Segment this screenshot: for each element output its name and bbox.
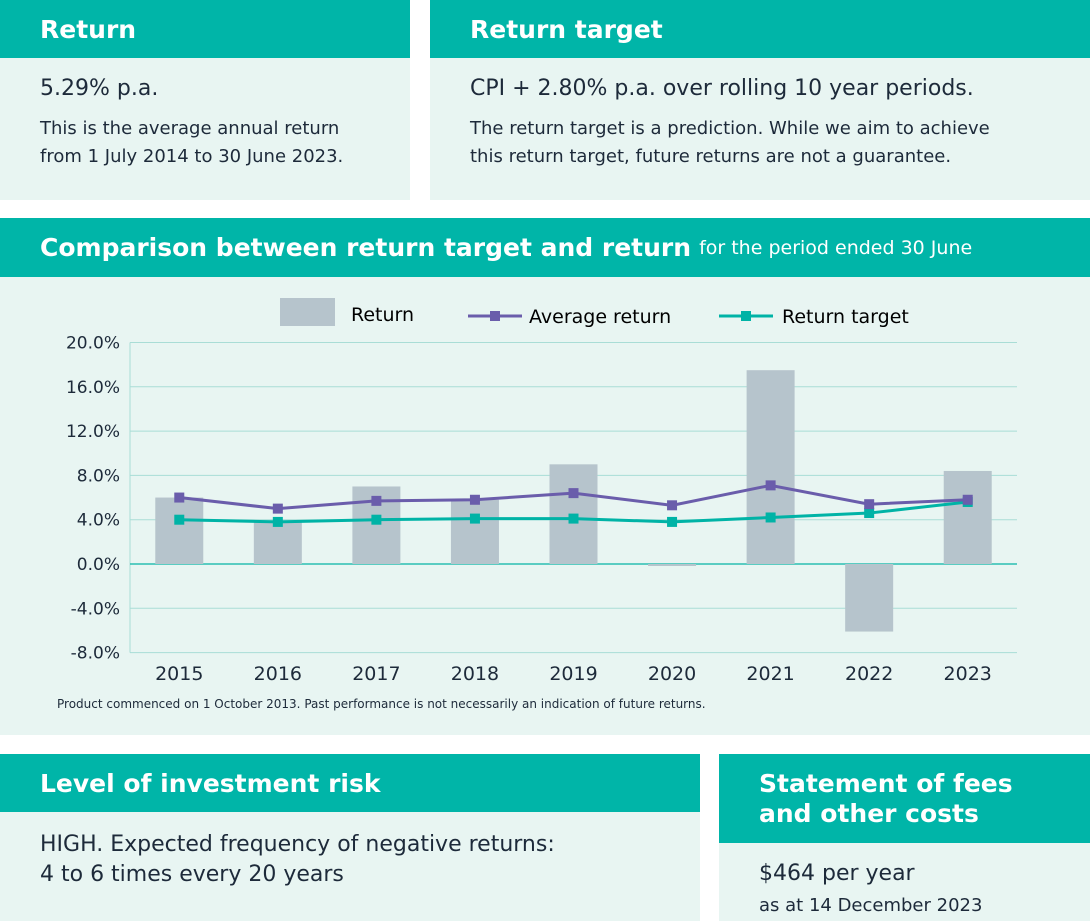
- marker-return-target-2021: [765, 512, 776, 523]
- y-tick-label: 8.0%: [77, 466, 120, 486]
- risk-line-1: HIGH. Expected frequency of negative ret…: [40, 832, 555, 857]
- marker-average-return-2020: [667, 500, 678, 511]
- x-tick-label: 2018: [451, 663, 499, 685]
- x-tick-label: 2019: [549, 663, 597, 685]
- bar-return-2021: [746, 370, 795, 564]
- y-tick-label: -8.0%: [71, 644, 120, 664]
- return-title: Return: [0, 0, 410, 58]
- y-tick-label: 16.0%: [66, 378, 120, 398]
- comparison-title: Comparison between return target and ret…: [40, 233, 692, 262]
- marker-return-target-2018: [469, 513, 480, 524]
- marker-return-target-2020: [667, 516, 678, 527]
- bar-return-2023: [943, 470, 992, 564]
- fees-title: Statement of fees and other costs: [719, 754, 1090, 843]
- legend-average-marker: [490, 311, 500, 321]
- marker-average-return-2018: [469, 494, 480, 505]
- marker-average-return-2015: [174, 492, 185, 503]
- x-tick-label: 2016: [254, 663, 302, 685]
- marker-average-return-2021: [765, 480, 776, 491]
- marker-average-return-2017: [371, 495, 382, 506]
- legend-target-label: Return target: [782, 306, 909, 328]
- fees-title-line-1: Statement of fees: [759, 768, 1013, 798]
- y-tick-label: 4.0%: [77, 511, 120, 531]
- return-target-desc-1: The return target is a prediction. While…: [470, 118, 990, 139]
- legend-return-label: Return: [351, 304, 414, 326]
- comparison-chart: 20.0% 16.0% 12.0% 8.0% 4.0% 0.0% -4.0% -8.0% 201…: [66, 298, 1017, 685]
- x-tick-label: 2015: [155, 663, 203, 685]
- risk-title: Level of investment risk: [0, 754, 700, 812]
- comparison-subtitle: for the period ended 30 June: [699, 236, 973, 259]
- marker-return-target-2019: [568, 513, 579, 524]
- fees-panel: Statement of fees and other costs $464 p…: [719, 754, 1090, 921]
- comparison-panel: Comparison between return target and ret…: [0, 218, 1090, 735]
- y-tick-label: 12.0%: [66, 422, 120, 442]
- return-target-desc-2: this return target, future returns are n…: [470, 146, 952, 167]
- marker-average-return-2023: [962, 494, 973, 505]
- y-tick-label: 0.0%: [77, 555, 120, 575]
- marker-return-target-2015: [174, 514, 185, 525]
- chart-legend: Return Average return Return target: [280, 298, 909, 328]
- bar-return-2022: [845, 564, 894, 632]
- risk-panel: Level of investment risk HIGH. Expected …: [0, 754, 700, 921]
- fees-note: as at 14 December 2023: [759, 895, 983, 916]
- risk-line-2: 4 to 6 times every 20 years: [40, 862, 344, 887]
- return-desc-2: from 1 July 2014 to 30 June 2023.: [40, 146, 344, 167]
- fees-title-line-2: and other costs: [759, 798, 979, 828]
- marker-average-return-2019: [568, 488, 579, 499]
- marker-return-target-2017: [371, 514, 382, 525]
- bar-return-2018: [450, 499, 499, 564]
- x-tick-label: 2017: [352, 663, 400, 685]
- bar-return-2015: [155, 497, 204, 564]
- marker-return-target-2022: [864, 508, 875, 519]
- bar-return-2016: [253, 521, 302, 564]
- x-tick-label: 2022: [845, 663, 893, 685]
- return-target-title: Return target: [430, 0, 1090, 58]
- y-tick-label: -4.0%: [71, 599, 120, 619]
- return-desc-1: This is the average annual return: [40, 118, 340, 139]
- return-target-panel: Return target CPI + 2.80% p.a. over roll…: [430, 0, 1090, 200]
- x-tick-label: 2021: [746, 663, 794, 685]
- return-value: 5.29% p.a.: [40, 76, 159, 101]
- legend-target-marker: [741, 311, 751, 321]
- marker-average-return-2022: [864, 499, 875, 510]
- legend-return-swatch: [280, 298, 335, 326]
- marker-average-return-2016: [272, 503, 283, 514]
- x-tick-label: 2020: [648, 663, 696, 685]
- marker-return-target-2016: [272, 516, 283, 527]
- comparison-header: Comparison between return target and ret…: [0, 218, 1090, 277]
- return-target-value: CPI + 2.80% p.a. over rolling 10 year pe…: [470, 76, 974, 101]
- fees-value: $464 per year: [759, 861, 915, 886]
- return-panel: Return 5.29% p.a. This is the average an…: [0, 0, 410, 200]
- x-tick-label: 2023: [944, 663, 992, 685]
- y-tick-label: 20.0%: [66, 334, 120, 354]
- chart-footnote: Product commenced on 1 October 2013. Pas…: [57, 697, 706, 711]
- bar-return-2020: [648, 564, 697, 566]
- legend-average-label: Average return: [529, 306, 671, 328]
